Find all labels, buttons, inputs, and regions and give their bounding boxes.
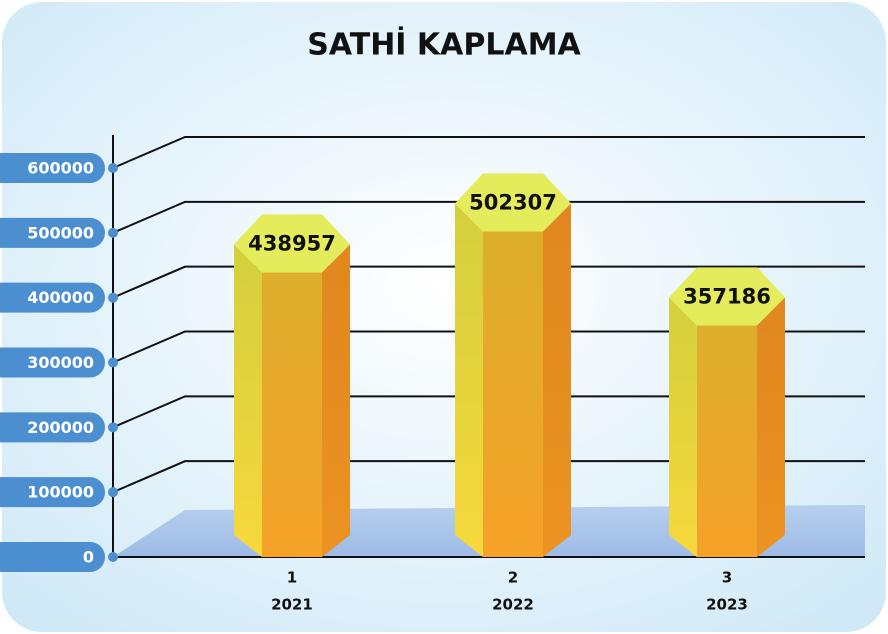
y-tick-dot — [108, 357, 118, 368]
y-tick-dot — [108, 422, 118, 433]
y-tick-pill — [0, 282, 105, 313]
bar-right-face — [757, 297, 785, 557]
y-tick-dot — [108, 227, 118, 238]
y-tick-label: 600000 — [27, 159, 94, 178]
y-tick-dot — [108, 163, 118, 173]
grid-line — [112, 200, 865, 234]
y-tick-label: 500000 — [27, 223, 94, 242]
x-tick-label: 2 — [508, 569, 518, 587]
grid-line — [112, 136, 865, 169]
bar — [262, 272, 322, 557]
bar-right-face — [322, 244, 350, 557]
bar-top — [234, 214, 350, 273]
x-tick-label: 1 — [287, 569, 297, 587]
y-tick-label: 100000 — [27, 483, 94, 502]
y-tick-pill — [0, 412, 105, 443]
y-tick-pill — [0, 477, 105, 508]
grid-line — [112, 330, 865, 364]
y-tick-label: 400000 — [27, 288, 94, 307]
y-tick-pill — [0, 153, 105, 183]
y-tick-dot — [108, 487, 118, 498]
grid-line — [112, 460, 865, 494]
y-tick-pill — [0, 217, 105, 248]
y-tick-dot — [108, 292, 118, 303]
grid-line — [112, 395, 865, 429]
bar-top — [669, 267, 785, 326]
chart-title: SATHİ KAPLAMA — [307, 27, 581, 63]
x-tick-year: 2022 — [492, 596, 534, 614]
bar-left-face — [455, 203, 483, 557]
grid-line — [112, 265, 865, 299]
data-label: 438957 — [248, 231, 336, 255]
bar-left-face — [669, 297, 697, 557]
data-label: 502307 — [469, 190, 557, 214]
y-tick-label: 300000 — [27, 353, 94, 372]
x-tick-year: 2023 — [706, 596, 748, 614]
x-tick-year: 2021 — [271, 596, 313, 614]
x-tick-label: 3 — [722, 569, 732, 587]
data-label: 357186 — [683, 284, 771, 308]
bar-right-face — [543, 203, 571, 557]
y-tick-pill — [0, 347, 105, 378]
bar — [697, 325, 757, 557]
y-tick-pill — [0, 542, 105, 572]
y-tick-label: 0 — [83, 548, 94, 567]
bar-left-face — [234, 244, 262, 557]
bar — [483, 231, 543, 557]
y-tick-dot — [108, 552, 118, 562]
y-tick-label: 200000 — [27, 418, 94, 437]
bar-top — [455, 173, 571, 232]
